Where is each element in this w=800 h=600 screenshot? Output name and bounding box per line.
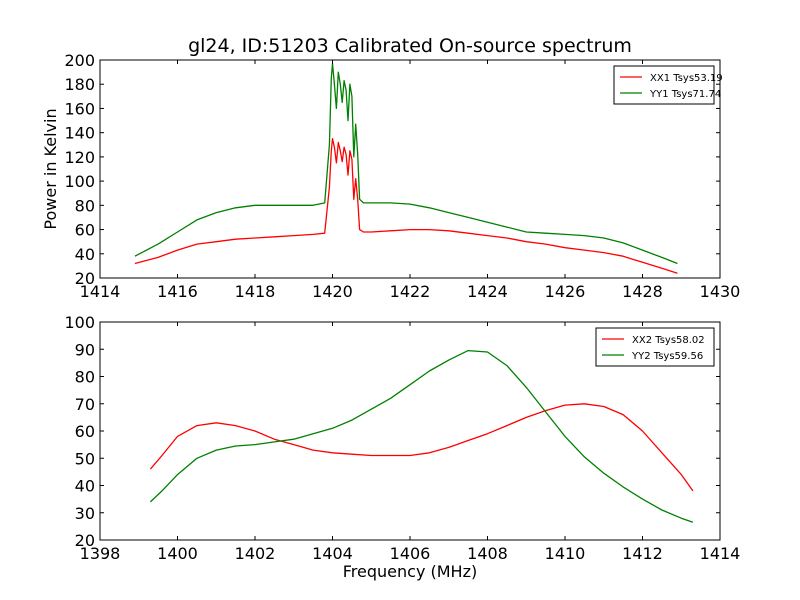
y-tick-label: 140 <box>64 124 95 143</box>
chart-title: gl24, ID:51203 Calibrated On-source spec… <box>188 35 632 57</box>
legend-entry: YY1 Tsys71.74 <box>649 89 721 100</box>
x-tick-label: 1414 <box>700 544 741 563</box>
x-tick-label: 1410 <box>545 544 586 563</box>
x-tick-label: 1426 <box>545 282 586 301</box>
y-tick-label: 100 <box>64 172 95 191</box>
y-tick-label: 200 <box>64 51 95 70</box>
x-tick-label: 1422 <box>390 282 431 301</box>
x-tick-label: 1402 <box>235 544 276 563</box>
y-tick-label: 40 <box>75 477 95 496</box>
legend: XX1 Tsys53.19 YY1 Tsys71.74 <box>613 65 723 105</box>
y-tick-label: 50 <box>75 449 95 468</box>
series-line-xx1 <box>134 138 678 274</box>
y-tick-label: 90 <box>75 340 95 359</box>
x-tick-label: 1400 <box>157 544 198 563</box>
y-tick-label: 180 <box>64 75 95 94</box>
x-tick-label: 1424 <box>467 282 508 301</box>
x-tick-label: 1418 <box>235 282 276 301</box>
y-tick-label: 40 <box>75 245 95 264</box>
x-tick-label: 1408 <box>467 544 508 563</box>
y-tick-label: 20 <box>75 269 95 288</box>
x-tick-label: 1416 <box>157 282 198 301</box>
legend-box <box>613 65 715 105</box>
x-tick-label: 1428 <box>622 282 663 301</box>
y-tick-label: 60 <box>75 221 95 240</box>
y-tick-label: 120 <box>64 148 95 167</box>
y-axis-label: Power in Kelvin <box>41 108 60 229</box>
legend-entry: XX1 Tsys53.19 <box>650 73 723 84</box>
y-tick-label: 80 <box>75 368 95 387</box>
y-tick-label: 60 <box>75 422 95 441</box>
x-tick-label: 1412 <box>622 544 663 563</box>
y-tick-label: 70 <box>75 395 95 414</box>
y-tick-label: 20 <box>75 531 95 550</box>
legend-entry: YY2 Tsys59.56 <box>631 351 703 362</box>
legend-box <box>595 327 715 367</box>
y-tick-label: 100 <box>64 313 95 332</box>
x-tick-label: 1414 <box>80 282 121 301</box>
x-tick-label: 1430 <box>700 282 741 301</box>
series-line-yy2 <box>149 349 694 523</box>
series-line-yy1 <box>134 62 678 265</box>
x-tick-label: 1398 <box>80 544 121 563</box>
chart-panel-1: 1414 1416 1418 1420 1422 1424 1426 1428 1430 20 40… <box>41 35 740 301</box>
legend: XX2 Tsys58.02 YY2 Tsys59.56 <box>595 327 715 367</box>
y-tick-label: 160 <box>64 99 95 118</box>
y-tick-label: 80 <box>75 196 95 215</box>
legend-entry: XX2 Tsys58.02 <box>632 335 705 346</box>
x-tick-label: 1406 <box>390 544 431 563</box>
x-tick-label: 1404 <box>312 544 353 563</box>
x-axis-label: Frequency (MHz) <box>343 562 477 581</box>
plot-area <box>134 62 678 274</box>
plot-area <box>149 349 694 523</box>
x-tick-label: 1420 <box>312 282 353 301</box>
chart-panel-2: 1398 1400 1402 1404 1406 1408 1410 1412 1414 20 30… <box>64 313 740 581</box>
y-tick-label: 30 <box>75 504 95 523</box>
series-line-xx2 <box>149 403 694 492</box>
